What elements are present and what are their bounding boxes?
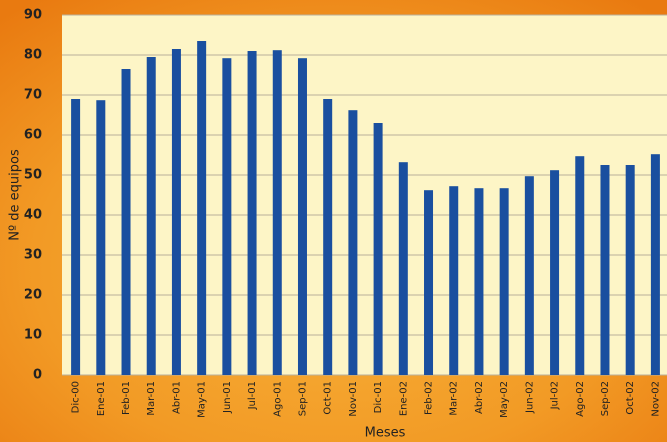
x-axis-label: Meses	[365, 426, 406, 441]
x-tick-label: Feb-02	[424, 381, 435, 415]
x-tick-label: Dic-01	[373, 381, 384, 413]
bar	[71, 99, 81, 375]
x-tick-label: Nov-02	[650, 381, 661, 417]
bar	[222, 58, 232, 375]
bar	[474, 188, 484, 375]
bar	[96, 100, 106, 375]
y-tick-label: 50	[24, 168, 42, 183]
bar	[575, 156, 585, 375]
x-tick-label: Jul-01	[247, 381, 258, 410]
x-tick-label: Mar-02	[449, 381, 460, 416]
y-tick-label: 30	[24, 248, 42, 263]
bar	[398, 162, 408, 375]
x-tick-label: Jun-02	[524, 381, 535, 414]
y-tick-label: 20	[24, 288, 42, 303]
y-tick-label: 40	[24, 208, 42, 223]
bar	[146, 57, 156, 375]
x-tick-label: Ago-01	[272, 381, 283, 417]
bar	[499, 188, 509, 375]
bar	[348, 110, 358, 375]
bar	[121, 69, 131, 375]
x-tick-label: Ene-01	[96, 381, 107, 416]
x-tick-label: Oct-01	[323, 381, 334, 415]
x-tick-label: May-01	[197, 381, 208, 418]
y-tick-label: 90	[24, 8, 42, 23]
bar	[247, 51, 257, 375]
x-tick-label: Nov-01	[348, 381, 359, 417]
bar	[297, 58, 307, 375]
y-tick-label: 10	[24, 328, 42, 343]
plot-area	[62, 15, 667, 375]
bar	[625, 165, 635, 375]
x-tick-label: Sep-02	[600, 381, 611, 416]
bar	[449, 186, 459, 375]
bar	[524, 176, 534, 375]
x-tick-label: Jul-02	[550, 381, 561, 410]
y-tick-label: 80	[24, 48, 42, 63]
x-tick-label: Ago-02	[575, 381, 586, 417]
bar	[424, 190, 434, 375]
y-axis-label: Nº de equipos	[8, 149, 23, 241]
x-tick-label: Feb-01	[121, 381, 132, 415]
bar	[650, 154, 660, 375]
x-tick-label: Jun-01	[222, 381, 233, 414]
x-tick-label: Dic-00	[71, 381, 82, 413]
bar	[171, 49, 181, 375]
bar	[373, 123, 383, 375]
x-tick-label: Ene-02	[398, 381, 409, 416]
x-tick-label: May-02	[499, 381, 510, 418]
bar	[197, 41, 207, 375]
y-tick-label: 70	[24, 88, 42, 103]
x-tick-label: Abr-01	[171, 381, 182, 414]
x-tick-label: Oct-02	[625, 381, 636, 415]
y-tick-label: 0	[33, 368, 42, 383]
x-tick-label: Abr-02	[474, 381, 485, 414]
bar	[600, 165, 610, 375]
x-tick-label: Mar-01	[146, 381, 157, 416]
x-tick-label: Sep-01	[297, 381, 308, 416]
bar	[272, 50, 282, 375]
bar	[323, 99, 333, 375]
bar	[550, 170, 560, 375]
y-tick-label: 60	[24, 128, 42, 143]
